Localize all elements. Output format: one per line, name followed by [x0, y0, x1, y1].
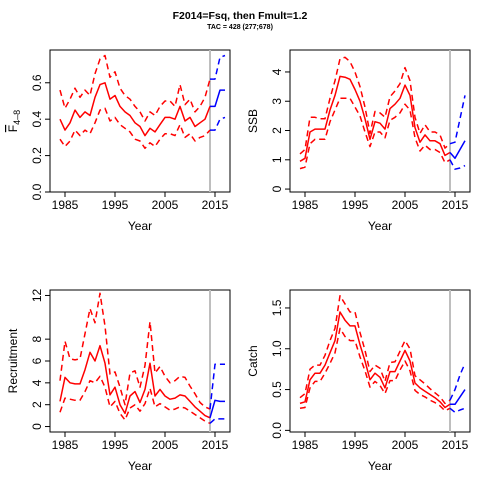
x-tick-label: 2005 [152, 438, 179, 452]
x-tick-label: 1985 [52, 198, 79, 212]
series-historical-upper [299, 56, 451, 155]
x-tick-label: 2015 [202, 198, 229, 212]
series-historical-lower [59, 375, 211, 424]
x-tick-label: 2015 [202, 438, 229, 452]
y-tick-label: 3 [270, 98, 284, 105]
y-tick-label: 4 [270, 68, 284, 75]
x-axis-label: Year [368, 219, 392, 233]
y-tick-label: 1.0 [270, 340, 284, 357]
series-projection-lower [449, 159, 466, 170]
series-historical-median [299, 75, 451, 162]
series-projection-median [449, 140, 466, 160]
y-tick-label: 0.4 [30, 111, 44, 128]
series-historical-lower [59, 107, 211, 150]
y-tick-label: 0.5 [270, 381, 284, 398]
y-tick-label: 0.0 [270, 422, 284, 439]
y-tick-label: 0.2 [30, 147, 44, 164]
series-projection-lower [209, 418, 225, 424]
y-tick-label: 2 [30, 401, 44, 408]
x-tick-label: 1995 [102, 198, 129, 212]
series-historical-lower [299, 97, 451, 170]
series-projection-upper [210, 54, 226, 80]
x-tick-label: 2005 [152, 198, 179, 212]
y-tick-label: 8 [30, 335, 44, 342]
series-historical-median [299, 311, 451, 409]
x-tick-label: 1985 [292, 198, 319, 212]
x-tick-label: 1995 [102, 438, 129, 452]
panel-ssb: 1985 1995 2005 2015 0 1 2 3 4 Year SSB [246, 49, 471, 233]
series-historical-upper [59, 292, 211, 410]
panel-catch: 1985 1995 2005 2015 0.0 0.5 1.0 1.5 Year Catch [246, 289, 471, 473]
plot-frame [49, 49, 231, 193]
panel-fbar: 1985 1995 2005 2015 0.0 0.2 0.4 0.6 Year F4–8 [6, 49, 231, 233]
x-tick-label: 1985 [52, 438, 79, 452]
y-tick-label: 0.6 [30, 74, 44, 91]
y-axis-label: F4–8 [6, 110, 22, 132]
plot-frame [289, 289, 471, 433]
series-historical-median [59, 82, 211, 137]
series-projection-lower [449, 407, 466, 414]
plot-frame [289, 49, 471, 193]
series-projection-lower [210, 116, 226, 131]
y-tick-label: 0 [30, 423, 44, 430]
series-historical-lower [299, 327, 451, 412]
series-projection-median [210, 89, 225, 108]
x-axis-label: Year [368, 459, 392, 473]
x-tick-label: 2005 [392, 438, 419, 452]
x-axis-label: Year [128, 459, 152, 473]
y-tick-label: 6 [30, 357, 44, 364]
panel-recruitment: 1985 1995 2005 2015 0 2 4 6 8 12 Year Recruitment [6, 288, 231, 473]
y-tick-label: 12 [30, 288, 44, 302]
figure-title: F2014=Fsq, then Fmult=1.2 [172, 10, 308, 22]
series-historical-upper [299, 294, 451, 405]
series-historical-upper [59, 54, 211, 122]
y-tick-label: 4 [30, 379, 44, 386]
x-tick-label: 1995 [342, 198, 369, 212]
y-tick-label: 1.5 [270, 299, 284, 316]
x-axis-label: Year [128, 219, 152, 233]
x-tick-label: 2005 [392, 198, 419, 212]
x-tick-label: 2015 [442, 198, 469, 212]
y-axis-label: SSB [246, 109, 260, 133]
y-tick-label: 0.0 [30, 183, 44, 200]
series-historical-median [59, 344, 211, 419]
y-axis-label: Catch [246, 345, 260, 376]
x-tick-label: 2015 [442, 438, 469, 452]
series-projection-upper [449, 363, 466, 401]
x-tick-label: 1995 [342, 438, 369, 452]
figure-subtitle: TAC = 428 (277;678) [207, 24, 273, 31]
series-projection-median [450, 389, 466, 406]
y-tick-label: 0 [270, 185, 284, 192]
y-tick-label: 2 [270, 127, 284, 134]
y-axis-label: Recruitment [6, 328, 20, 393]
series-projection-median [209, 399, 225, 419]
y-tick-label: 1 [270, 156, 284, 163]
series-projection-upper [209, 363, 225, 410]
x-tick-label: 1985 [292, 438, 319, 452]
series-projection-upper [449, 95, 466, 145]
